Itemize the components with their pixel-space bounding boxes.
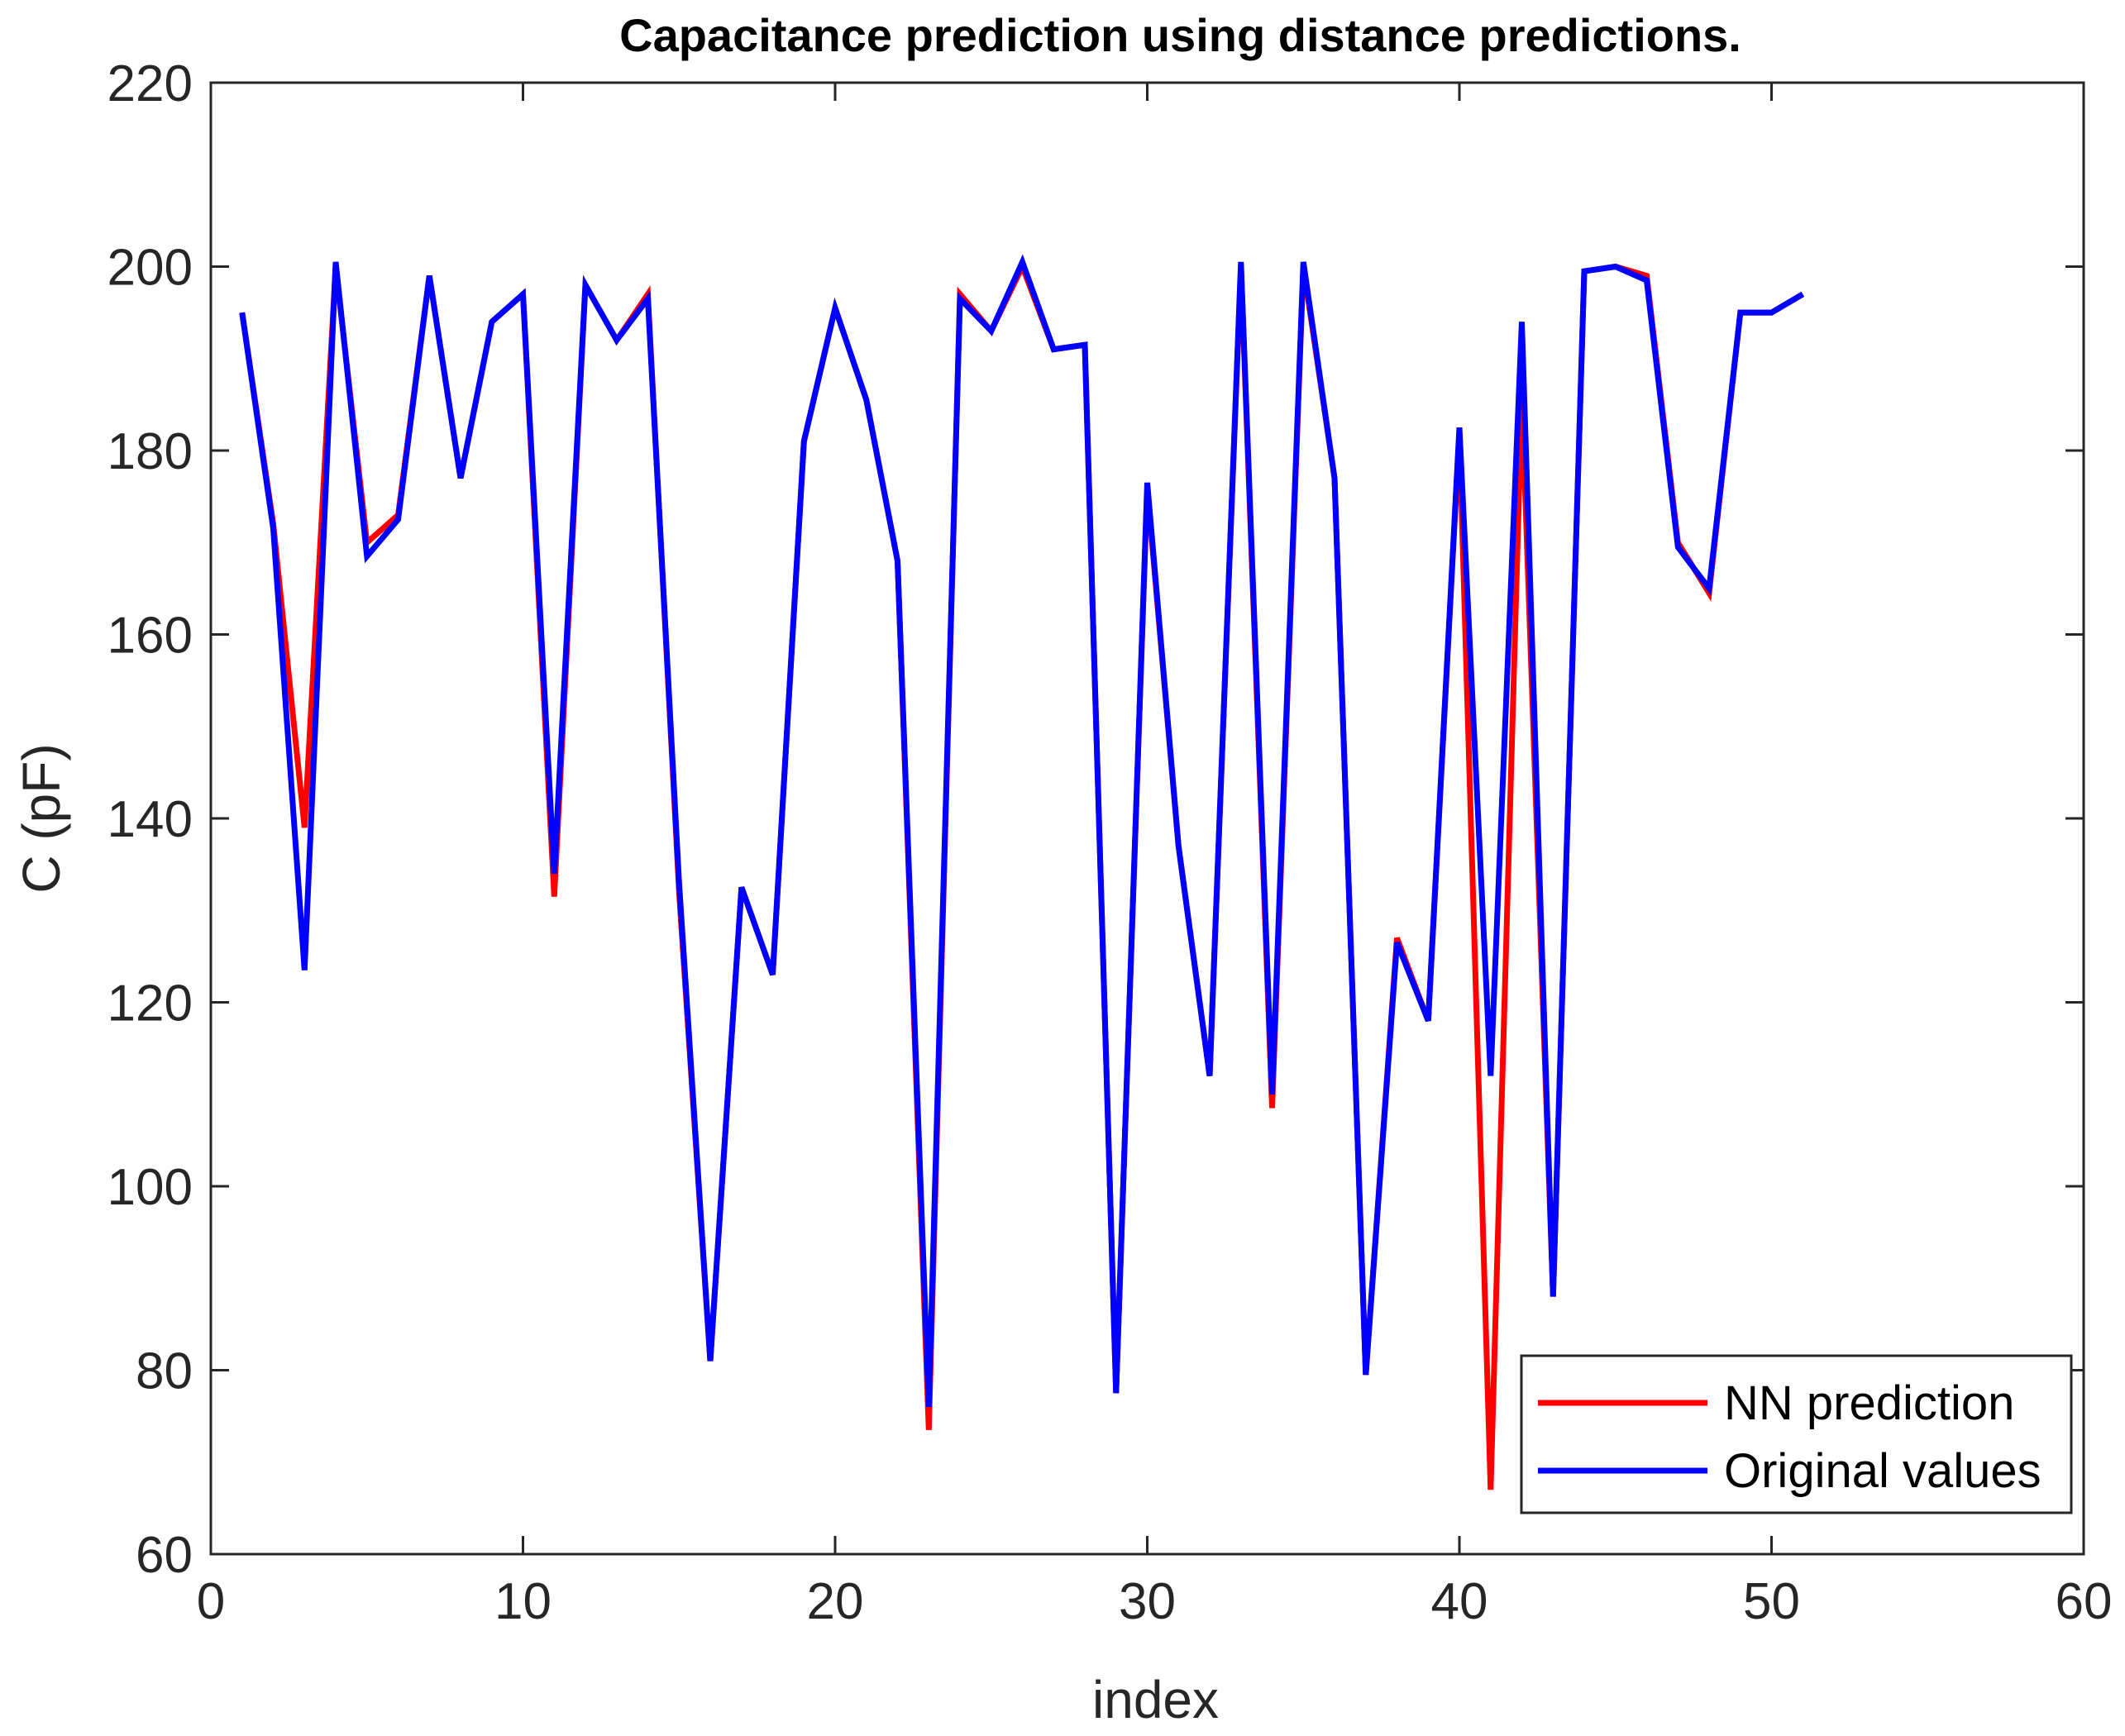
y-tick-label: 80 bbox=[136, 1343, 193, 1400]
legend-label-nn-prediction: NN prediction bbox=[1724, 1376, 2014, 1430]
legend: NN prediction Original values bbox=[1520, 1354, 2073, 1514]
plot-lines bbox=[239, 254, 1805, 1490]
x-tick-label: 20 bbox=[807, 1573, 864, 1630]
y-tick-label: 200 bbox=[107, 240, 193, 297]
x-tick-label: 0 bbox=[197, 1573, 225, 1630]
series-line-original-values bbox=[239, 254, 1805, 1408]
chart-title: Capacitance prediction using distance pr… bbox=[619, 9, 1741, 61]
x-tick-label: 60 bbox=[2056, 1573, 2113, 1630]
y-tick-label: 60 bbox=[136, 1527, 193, 1584]
x-tick-label: 10 bbox=[494, 1573, 552, 1630]
y-tick-label: 180 bbox=[107, 423, 193, 480]
y-tick-label: 160 bbox=[107, 608, 193, 665]
x-tick-label: 50 bbox=[1743, 1573, 1800, 1630]
y-tick-label: 120 bbox=[107, 975, 193, 1033]
legend-box bbox=[1520, 1354, 2073, 1514]
legend-label-original-values: Original values bbox=[1724, 1444, 2041, 1498]
y-tick-label: 140 bbox=[107, 791, 193, 848]
x-axis-label: index bbox=[1092, 1670, 1219, 1729]
x-axis: 0 10 20 30 40 50 60 bbox=[197, 83, 2113, 1630]
y-axis-label: C (pF) bbox=[12, 743, 71, 893]
x-tick-label: 40 bbox=[1431, 1573, 1488, 1630]
x-tick-label: 30 bbox=[1119, 1573, 1176, 1630]
y-tick-label: 100 bbox=[107, 1159, 193, 1216]
y-tick-label: 220 bbox=[107, 55, 193, 112]
y-axis: 60 80 100 120 140 160 180 200 220 bbox=[107, 55, 2084, 1584]
plot-frame bbox=[209, 81, 2085, 1556]
